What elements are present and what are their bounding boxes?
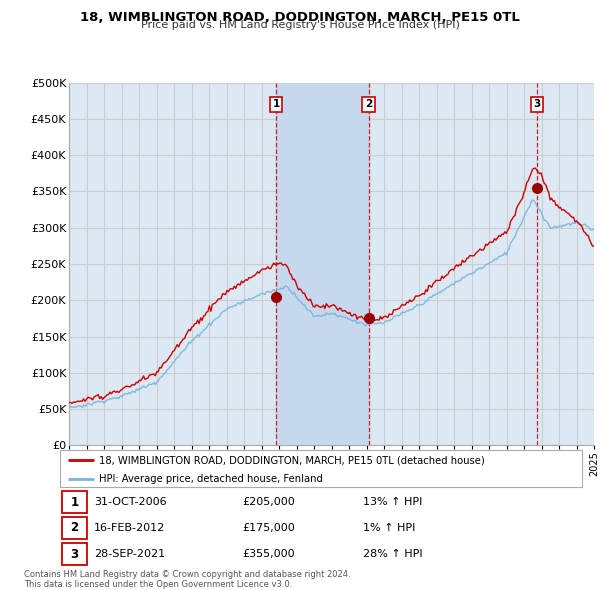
FancyBboxPatch shape bbox=[62, 491, 87, 513]
Text: 28-SEP-2021: 28-SEP-2021 bbox=[94, 549, 165, 559]
FancyBboxPatch shape bbox=[62, 543, 87, 565]
Bar bbox=[276, 83, 368, 445]
Text: £205,000: £205,000 bbox=[242, 497, 295, 507]
Text: 31-OCT-2006: 31-OCT-2006 bbox=[94, 497, 167, 507]
FancyBboxPatch shape bbox=[60, 450, 582, 487]
Text: 1: 1 bbox=[272, 99, 280, 109]
Text: 18, WIMBLINGTON ROAD, DODDINGTON, MARCH, PE15 0TL (detached house): 18, WIMBLINGTON ROAD, DODDINGTON, MARCH,… bbox=[99, 455, 485, 466]
Text: 3: 3 bbox=[71, 548, 79, 560]
Text: 2: 2 bbox=[71, 521, 79, 535]
Text: 1% ↑ HPI: 1% ↑ HPI bbox=[363, 523, 415, 533]
Text: HPI: Average price, detached house, Fenland: HPI: Average price, detached house, Fenl… bbox=[99, 474, 323, 484]
Text: 16-FEB-2012: 16-FEB-2012 bbox=[94, 523, 165, 533]
Text: 3: 3 bbox=[533, 99, 541, 109]
Text: Price paid vs. HM Land Registry's House Price Index (HPI): Price paid vs. HM Land Registry's House … bbox=[140, 20, 460, 30]
Text: 1: 1 bbox=[71, 496, 79, 509]
Text: £355,000: £355,000 bbox=[242, 549, 295, 559]
FancyBboxPatch shape bbox=[62, 517, 87, 539]
Text: Contains HM Land Registry data © Crown copyright and database right 2024.
This d: Contains HM Land Registry data © Crown c… bbox=[24, 570, 350, 589]
Text: 2: 2 bbox=[365, 99, 372, 109]
Text: 13% ↑ HPI: 13% ↑ HPI bbox=[363, 497, 422, 507]
Text: £175,000: £175,000 bbox=[242, 523, 295, 533]
Text: 28% ↑ HPI: 28% ↑ HPI bbox=[363, 549, 422, 559]
Text: 18, WIMBLINGTON ROAD, DODDINGTON, MARCH, PE15 0TL: 18, WIMBLINGTON ROAD, DODDINGTON, MARCH,… bbox=[80, 11, 520, 24]
